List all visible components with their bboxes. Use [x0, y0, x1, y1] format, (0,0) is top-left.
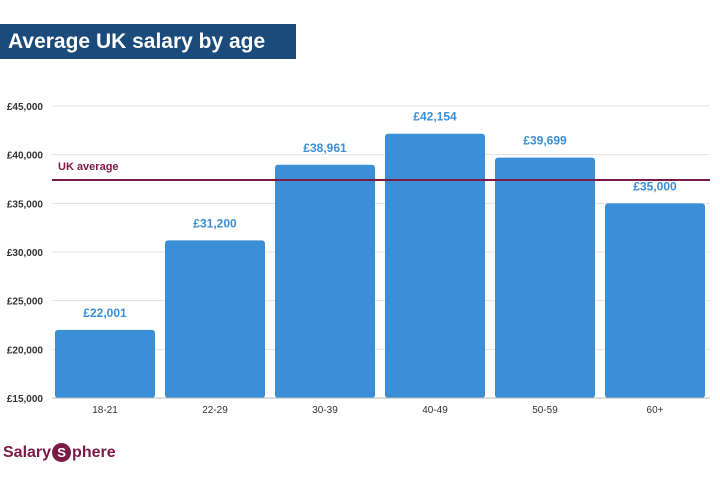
bar — [165, 240, 265, 398]
x-tick-label: 40-49 — [422, 405, 448, 416]
logo-s-badge: S — [52, 443, 72, 462]
bar — [495, 157, 595, 398]
bar-value-label: £22,001 — [83, 306, 127, 320]
logo-text-end: phere — [72, 443, 116, 461]
x-tick-label: 50-59 — [532, 405, 558, 416]
bar — [275, 164, 375, 398]
x-tick-label: 60+ — [647, 405, 664, 416]
bar-value-label: £42,154 — [413, 110, 457, 124]
bar-value-label: £35,000 — [633, 179, 677, 193]
x-tick-label: 18-21 — [92, 405, 118, 416]
x-tick-label: 30-39 — [312, 405, 338, 416]
bar-value-label: £39,699 — [523, 134, 567, 148]
y-tick-label: £40,000 — [7, 151, 44, 162]
uk-average-label: UK average — [58, 161, 119, 173]
y-tick-label: £25,000 — [7, 297, 44, 308]
bar-value-label: £31,200 — [193, 216, 237, 230]
x-tick-label: 22-29 — [202, 405, 228, 416]
y-tick-label: £15,000 — [7, 394, 44, 405]
bar-value-label: £38,961 — [303, 141, 347, 155]
y-tick-label: £45,000 — [7, 102, 44, 113]
logo-text-start: Salary — [3, 443, 52, 461]
title-banner: Average UK salary by age — [0, 24, 296, 59]
chart-title: Average UK salary by age — [8, 29, 266, 53]
bar — [385, 133, 485, 399]
y-tick-label: £35,000 — [7, 199, 44, 210]
y-tick-label: £20,000 — [7, 345, 44, 356]
bar — [55, 329, 155, 398]
y-tick-label: £30,000 — [7, 248, 44, 259]
salarysphere-logo: Salary S phere — [3, 443, 116, 462]
bar — [605, 203, 705, 398]
